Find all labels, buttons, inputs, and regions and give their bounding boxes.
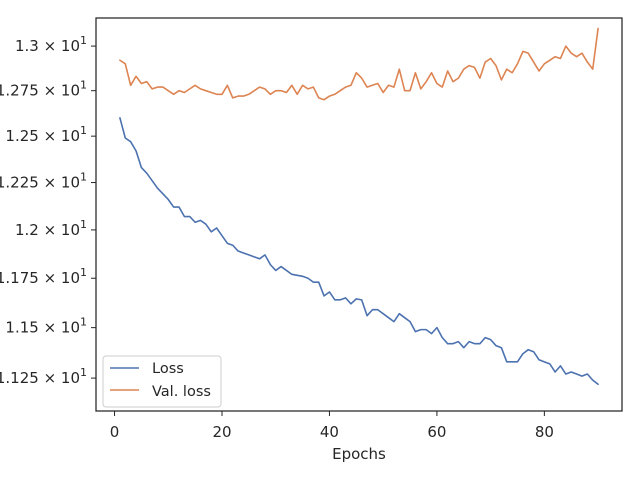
x-tick-label: 40	[320, 423, 339, 441]
x-tick-label: 80	[535, 423, 554, 441]
y-axis: 1.125 × 101 1.15 × 101 1.175 × 101 1.2 × 10…	[0, 34, 96, 387]
legend-label-loss: Loss	[152, 361, 184, 377]
series-layer	[119, 27, 599, 386]
y-tick-label: 1.225 × 101	[0, 171, 87, 192]
x-tick-label: 0	[110, 423, 120, 441]
x-axis: 0 20 40 60 80	[110, 411, 554, 441]
series-line-loss	[119, 117, 599, 386]
x-tick-label: 60	[427, 423, 446, 441]
x-tick-label: 20	[212, 423, 231, 441]
y-tick-label: 1.25 × 101	[5, 124, 87, 145]
y-tick-label: 1.125 × 101	[0, 366, 87, 387]
series-line-val-loss	[119, 27, 599, 101]
legend: Loss Val. loss	[102, 355, 222, 408]
legend-label-val-loss: Val. loss	[152, 384, 211, 400]
plot-area	[95, 17, 623, 412]
y-tick-label: 1.3 × 101	[15, 34, 87, 55]
y-tick-label: 1.175 × 101	[0, 266, 87, 287]
y-tick-label: 1.275 × 101	[0, 79, 87, 100]
x-axis-title: Epochs	[332, 445, 386, 463]
y-tick-label: 1.15 × 101	[5, 316, 87, 337]
y-tick-label: 1.2 × 101	[15, 218, 87, 239]
